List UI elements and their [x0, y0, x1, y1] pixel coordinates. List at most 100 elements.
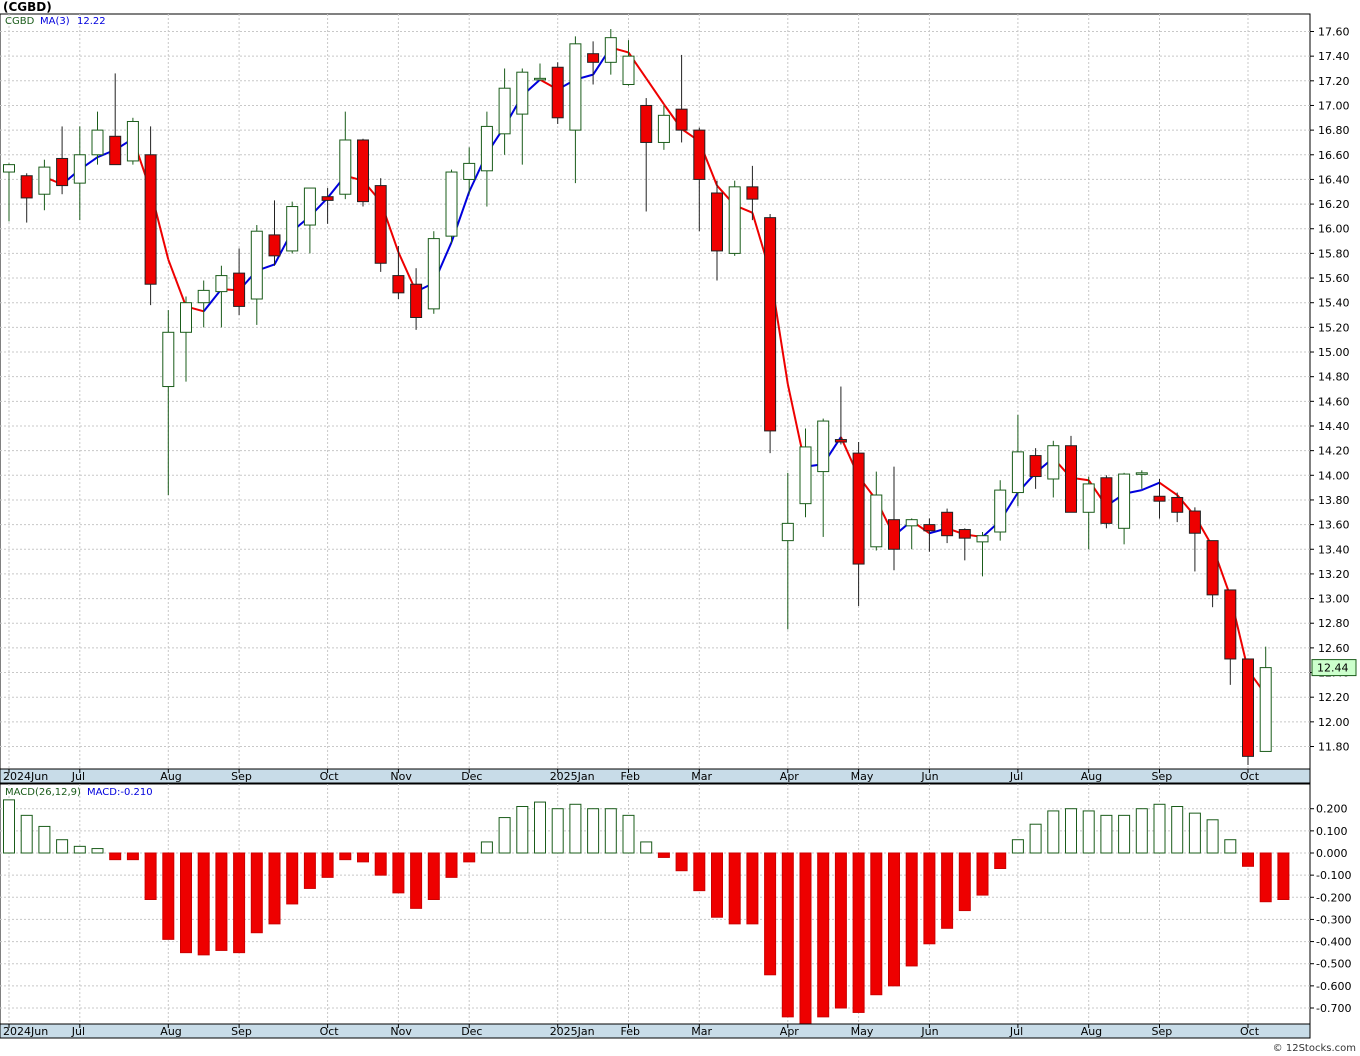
macd-x-axis-band [0, 1023, 1311, 1039]
price-tick-label: 14.20 [1318, 445, 1350, 458]
candle-body [1153, 495, 1166, 502]
candle [622, 40, 635, 86]
candle-body [1135, 472, 1148, 475]
macd-x-label: Oct [320, 1025, 340, 1038]
candle-body [144, 154, 157, 285]
macd-bar [1047, 810, 1060, 854]
candle [38, 159, 51, 211]
macd-bar [941, 852, 954, 929]
candle-body [3, 164, 15, 173]
page-title: (CGBD) [3, 0, 52, 14]
candle-body [1082, 483, 1095, 513]
candle-body [56, 157, 69, 187]
macd-bar [286, 852, 299, 905]
macd-x-label: Jul [71, 1025, 85, 1038]
price-tick-label: 12.00 [1318, 716, 1350, 729]
candle-body [551, 66, 564, 119]
candle [1153, 478, 1166, 519]
candle [233, 248, 246, 316]
macd-bar [1011, 839, 1024, 854]
candle-body [321, 196, 334, 201]
candle-body [303, 187, 316, 226]
candle-body [534, 77, 546, 81]
price-legend-ma-value: 12.22 [77, 16, 106, 27]
candle-body [746, 186, 759, 200]
macd-bar [498, 817, 511, 854]
candle [480, 111, 493, 207]
candle [834, 386, 847, 445]
candle-body [1242, 658, 1254, 757]
candle-body [126, 120, 139, 162]
candle-body [817, 420, 830, 473]
macd-bar [534, 801, 546, 854]
macd-x-label: Jul [1009, 1025, 1023, 1038]
ma-line-segment [167, 259, 187, 307]
macd-bar [126, 852, 139, 861]
macd-bar [569, 803, 582, 854]
price-tick-label: 15.80 [1318, 247, 1350, 260]
candle [817, 418, 830, 537]
macd-tick-label: -0.500 [1316, 958, 1351, 971]
candle-body [799, 446, 812, 505]
candle-body [764, 217, 777, 432]
candle [693, 127, 706, 232]
price-tick-label: 16.40 [1318, 173, 1350, 186]
candle [675, 54, 688, 143]
candle [1188, 507, 1201, 572]
macd-bar [1153, 803, 1166, 854]
candle [640, 98, 653, 212]
macd-bar [410, 852, 423, 909]
price-x-label: 2025Jan [550, 770, 595, 783]
macd-tick-label: -0.100 [1316, 869, 1351, 882]
price-x-axis-band [0, 768, 1311, 784]
macd-bar [817, 852, 830, 1018]
candle [551, 62, 564, 124]
macd-x-label: Apr [780, 1025, 800, 1038]
candle-body [622, 55, 635, 86]
price-tick-label: 16.60 [1318, 149, 1350, 162]
macd-panel: 0.200 0.100 0.000 -0.100 -0.200 -0.300 -0.400 -… [0, 783, 1351, 1039]
macd-tick-label: -0.700 [1316, 1002, 1351, 1015]
candle-body [1118, 473, 1131, 529]
candle [20, 173, 33, 223]
candle [657, 105, 670, 150]
candle-body [91, 129, 104, 156]
macd-bar [463, 852, 476, 863]
macd-x-label: Aug [1081, 1025, 1102, 1038]
macd-bar [73, 845, 86, 854]
candle [852, 442, 865, 606]
macd-bar [1277, 852, 1290, 900]
price-legend-symbol: CGBD [5, 16, 35, 27]
candle-body [569, 43, 582, 131]
macd-bar [56, 839, 69, 854]
macd-x-label: May [851, 1025, 874, 1038]
macd-x-label: 2025Jan [550, 1025, 595, 1038]
candle [109, 73, 122, 166]
macd-bar [215, 852, 228, 951]
candle [516, 68, 529, 165]
candle-body [905, 519, 918, 527]
price-x-label: Nov [390, 770, 412, 783]
macd-bar [888, 852, 900, 987]
macd-bar [1188, 812, 1201, 854]
price-tick-label: 15.60 [1318, 272, 1350, 285]
macd-bar [233, 852, 246, 954]
candle [1135, 470, 1148, 489]
candle-body [1100, 477, 1113, 524]
candle-body [941, 511, 954, 537]
candle-body [587, 53, 600, 63]
candle [357, 138, 369, 207]
macd-bar [1259, 852, 1272, 903]
candle [569, 36, 582, 184]
macd-bar [799, 852, 812, 1029]
candle [923, 518, 936, 552]
macd-x-label: Dec [461, 1025, 482, 1038]
macd-bar [923, 852, 936, 945]
macd-bar [109, 852, 122, 861]
candle [1082, 476, 1095, 550]
candle-body [197, 289, 210, 304]
price-x-label: Aug [1081, 770, 1102, 783]
candle [1047, 440, 1060, 498]
macd-x-label: Nov [390, 1025, 412, 1038]
price-tick-label: 16.20 [1318, 198, 1350, 211]
